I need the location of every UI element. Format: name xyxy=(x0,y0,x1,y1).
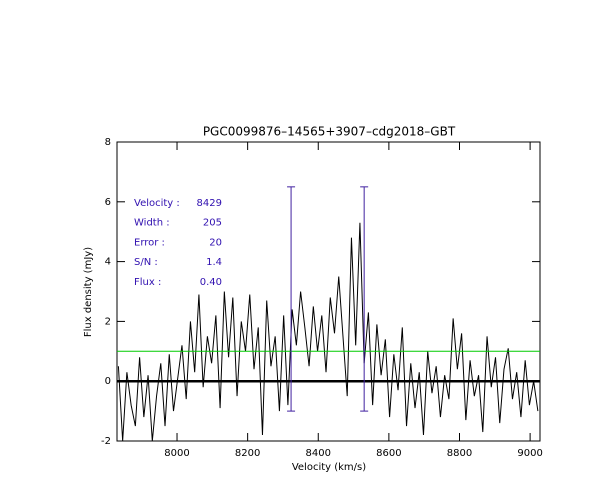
y-tick-label: 0 xyxy=(105,376,111,387)
stat-value: 0.40 xyxy=(200,277,222,288)
stat-value: 8429 xyxy=(197,198,222,209)
y-tick-label: 6 xyxy=(105,197,111,208)
x-tick-label: 9000 xyxy=(517,448,542,459)
x-tick-label: 8600 xyxy=(376,448,401,459)
plot-area xyxy=(117,222,540,441)
stat-name: Error : xyxy=(134,237,165,248)
stat-value: 20 xyxy=(209,237,222,248)
x-axis-label: Velocity (km/s) xyxy=(292,462,366,473)
x-tick-label: 8400 xyxy=(306,448,331,459)
x-tick-label: 8200 xyxy=(235,448,260,459)
chart-title: PGC0099876–14565+3907–cdg2018–GBT xyxy=(203,125,456,139)
x-tick-label: 8000 xyxy=(164,448,189,459)
stat-name: S/N : xyxy=(134,257,158,268)
y-tick-label: 8 xyxy=(105,137,111,148)
y-axis-label: Flux density (mJy) xyxy=(83,247,94,337)
y-tick-label: -2 xyxy=(101,436,111,447)
spectrum-line xyxy=(117,222,539,441)
stat-value: 205 xyxy=(203,218,222,229)
stat-name: Flux : xyxy=(134,277,161,288)
stat-name: Velocity : xyxy=(134,198,180,209)
stat-name: Width : xyxy=(134,218,170,229)
stat-value: 1.4 xyxy=(206,257,222,268)
y-tick-label: 2 xyxy=(105,316,111,327)
x-tick-label: 8800 xyxy=(447,448,472,459)
y-tick-label: 4 xyxy=(105,257,111,268)
plot-frame xyxy=(116,141,541,442)
